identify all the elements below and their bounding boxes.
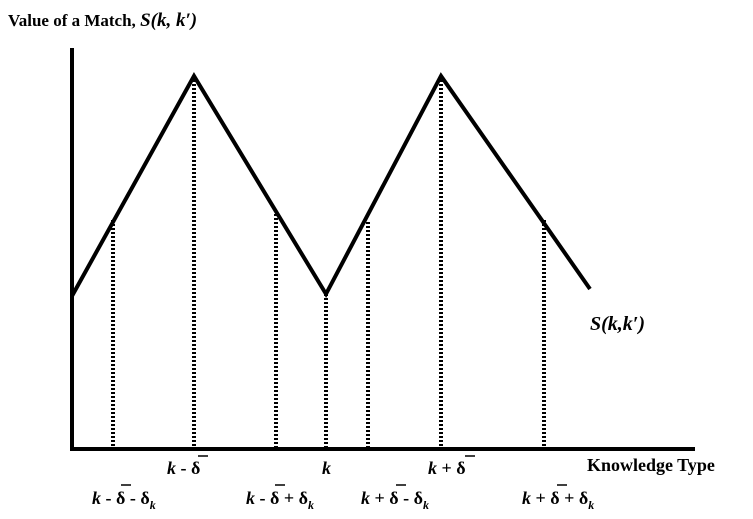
svg-text:k - δ + δk: k - δ + δk bbox=[246, 488, 314, 512]
svg-text:k + δ - δk: k + δ - δk bbox=[361, 488, 429, 512]
svg-text:k - δ - δk: k - δ - δk bbox=[92, 488, 156, 512]
svg-text:k - δ: k - δ bbox=[167, 458, 200, 478]
tick-label-k-minus-dbar-plus-dk: k - δ + δk bbox=[246, 484, 314, 512]
tick-label-k-plus-dbar-minus-dk: k + δ - δk bbox=[361, 484, 429, 512]
svg-text:k + δ: k + δ bbox=[428, 458, 466, 478]
tick-label-k-minus-dbar: k - δ bbox=[167, 455, 208, 478]
tick-label-k: k bbox=[322, 458, 331, 478]
svg-text:k: k bbox=[322, 458, 331, 478]
dotted-guides bbox=[111, 76, 546, 449]
match-value-curve bbox=[70, 72, 592, 299]
tick-label-k-plus-dbar-plus-dk: k + δ + δk bbox=[522, 484, 594, 512]
tick-label-k-minus-dbar-minus-dk: k - δ - δk bbox=[92, 484, 156, 512]
x-axis-title: Knowledge Type bbox=[587, 455, 715, 475]
tick-label-k-plus-dbar: k + δ bbox=[428, 455, 475, 478]
svg-text:k + δ + δk: k + δ + δk bbox=[522, 488, 594, 512]
y-axis-title: Value of a Match, S(k, k′) bbox=[8, 10, 197, 31]
curve-label: S(k,k′) bbox=[590, 313, 645, 335]
